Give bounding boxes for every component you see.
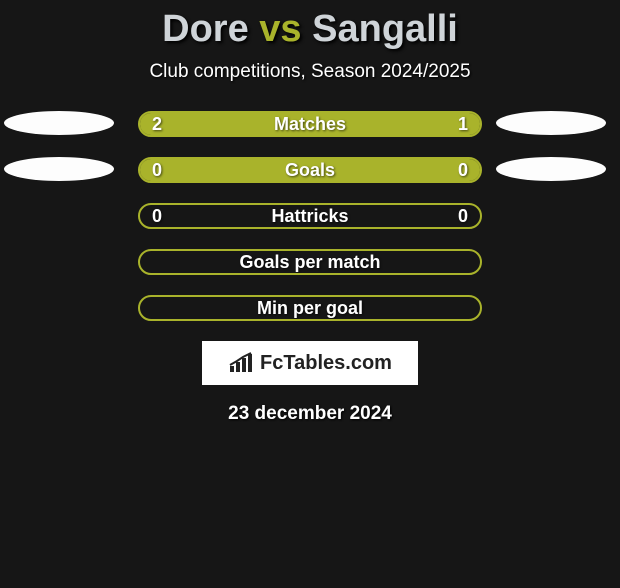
player2-photo bbox=[496, 111, 606, 135]
date-text: 23 december 2024 bbox=[0, 403, 620, 425]
stat-row: Goals per match bbox=[0, 249, 620, 275]
stat-row: 00Goals bbox=[0, 157, 620, 183]
stat-label: Matches bbox=[140, 113, 480, 135]
comparison-rows: 21Matches 00Goals 00Hattricks Goals per mat… bbox=[0, 111, 620, 321]
stat-label: Goals bbox=[140, 159, 480, 181]
player1-photo bbox=[4, 111, 114, 135]
stat-bar: Goals per match bbox=[138, 249, 482, 275]
stat-row: 21Matches bbox=[0, 111, 620, 137]
stat-bar: Min per goal bbox=[138, 295, 482, 321]
subtitle: Club competitions, Season 2024/2025 bbox=[0, 61, 620, 83]
player1-photo bbox=[4, 157, 114, 181]
stat-row: Min per goal bbox=[0, 295, 620, 321]
branding-text: FcTables.com bbox=[260, 352, 392, 375]
player1-name: Dore bbox=[162, 8, 249, 50]
stat-label: Hattricks bbox=[140, 205, 480, 227]
stat-row: 00Hattricks bbox=[0, 203, 620, 229]
stat-bar: 21Matches bbox=[138, 111, 482, 137]
stat-bar: 00Goals bbox=[138, 157, 482, 183]
player2-name: Sangalli bbox=[312, 8, 458, 50]
stat-label: Goals per match bbox=[140, 251, 480, 273]
chart-icon bbox=[228, 352, 254, 374]
branding-badge: FcTables.com bbox=[202, 341, 418, 385]
stat-label: Min per goal bbox=[140, 297, 480, 319]
stat-bar: 00Hattricks bbox=[138, 203, 482, 229]
vs-text: vs bbox=[259, 8, 301, 50]
page-title: Dore vs Sangalli bbox=[0, 8, 620, 51]
player2-photo bbox=[496, 157, 606, 181]
